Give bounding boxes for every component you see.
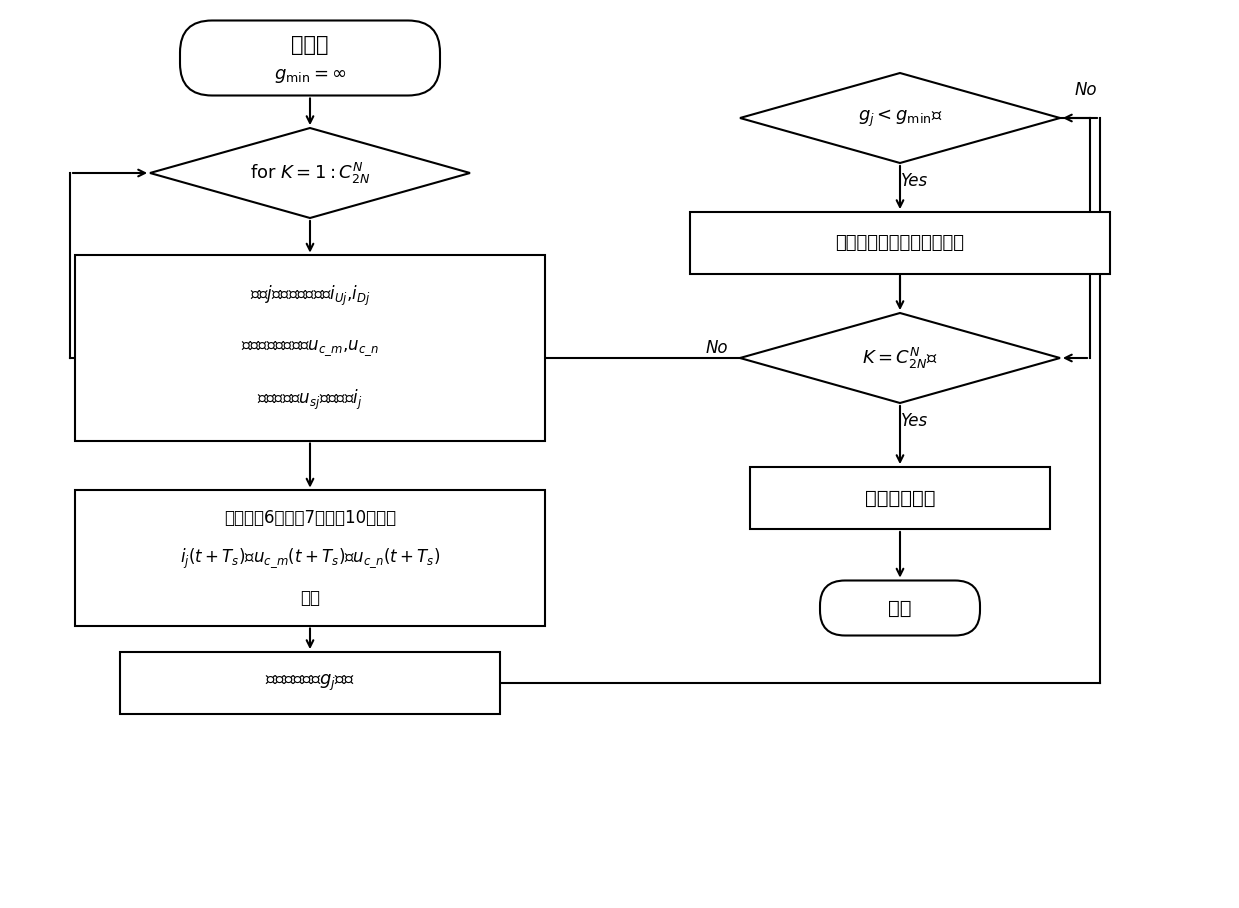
Text: $i_j(t+T_s)$，$u_{c\_m}(t+T_s)$，$u_{c\_n}(t+T_s)$: $i_j(t+T_s)$，$u_{c\_m}(t+T_s)$，$u_{c\_n}… [180,547,440,569]
Polygon shape [150,128,470,218]
Bar [690,212,1110,274]
Text: for $K=1:C_{2N}^{N}$: for $K=1:C_{2N}^{N}$ [250,161,370,185]
Text: 更新开关信号和价值函数值: 更新开关信号和价值函数值 [835,234,964,252]
Text: 生成开关信号: 生成开关信号 [865,489,935,508]
Text: 计算价值函数$g_j$的值: 计算价值函数$g_j$的值 [265,673,356,693]
Text: 根据式（6）、（7）、（10）计算: 根据式（6）、（7）、（10）计算 [224,509,396,527]
Bar [76,255,545,440]
Text: $g_j < g_{\min}$？: $g_j < g_{\min}$？ [857,107,943,129]
Text: 初始化: 初始化 [291,35,328,55]
Text: 测量$j$相上下桥臂电流$i_{Uj}$,$i_{Dj}$: 测量$j$相上下桥臂电流$i_{Uj}$,$i_{Dj}$ [249,284,370,308]
Bar [76,490,545,626]
Text: $K=C_{2N}^{N}$？: $K=C_{2N}^{N}$？ [862,345,938,370]
Text: Yes: Yes [902,172,928,190]
Text: 的值: 的值 [300,589,320,607]
FancyBboxPatch shape [820,580,980,636]
Text: 所有子模块电容值$u_{c\_m}$,$u_{c\_n}$: 所有子模块电容值$u_{c\_m}$,$u_{c\_n}$ [240,339,379,358]
Bar [120,652,501,714]
Bar [750,467,1049,529]
Text: No: No [1075,81,1098,99]
Text: 结束: 结束 [888,598,912,617]
Polygon shape [740,73,1061,163]
Text: 电网相电压$u_{sj}$，相电流$i_j$: 电网相电压$u_{sj}$，相电流$i_j$ [258,388,363,412]
Text: $g_{\min}=\infty$: $g_{\min}=\infty$ [274,67,347,85]
Text: No: No [705,339,729,357]
Text: Yes: Yes [902,412,928,430]
FancyBboxPatch shape [180,21,440,95]
Polygon shape [740,313,1061,403]
